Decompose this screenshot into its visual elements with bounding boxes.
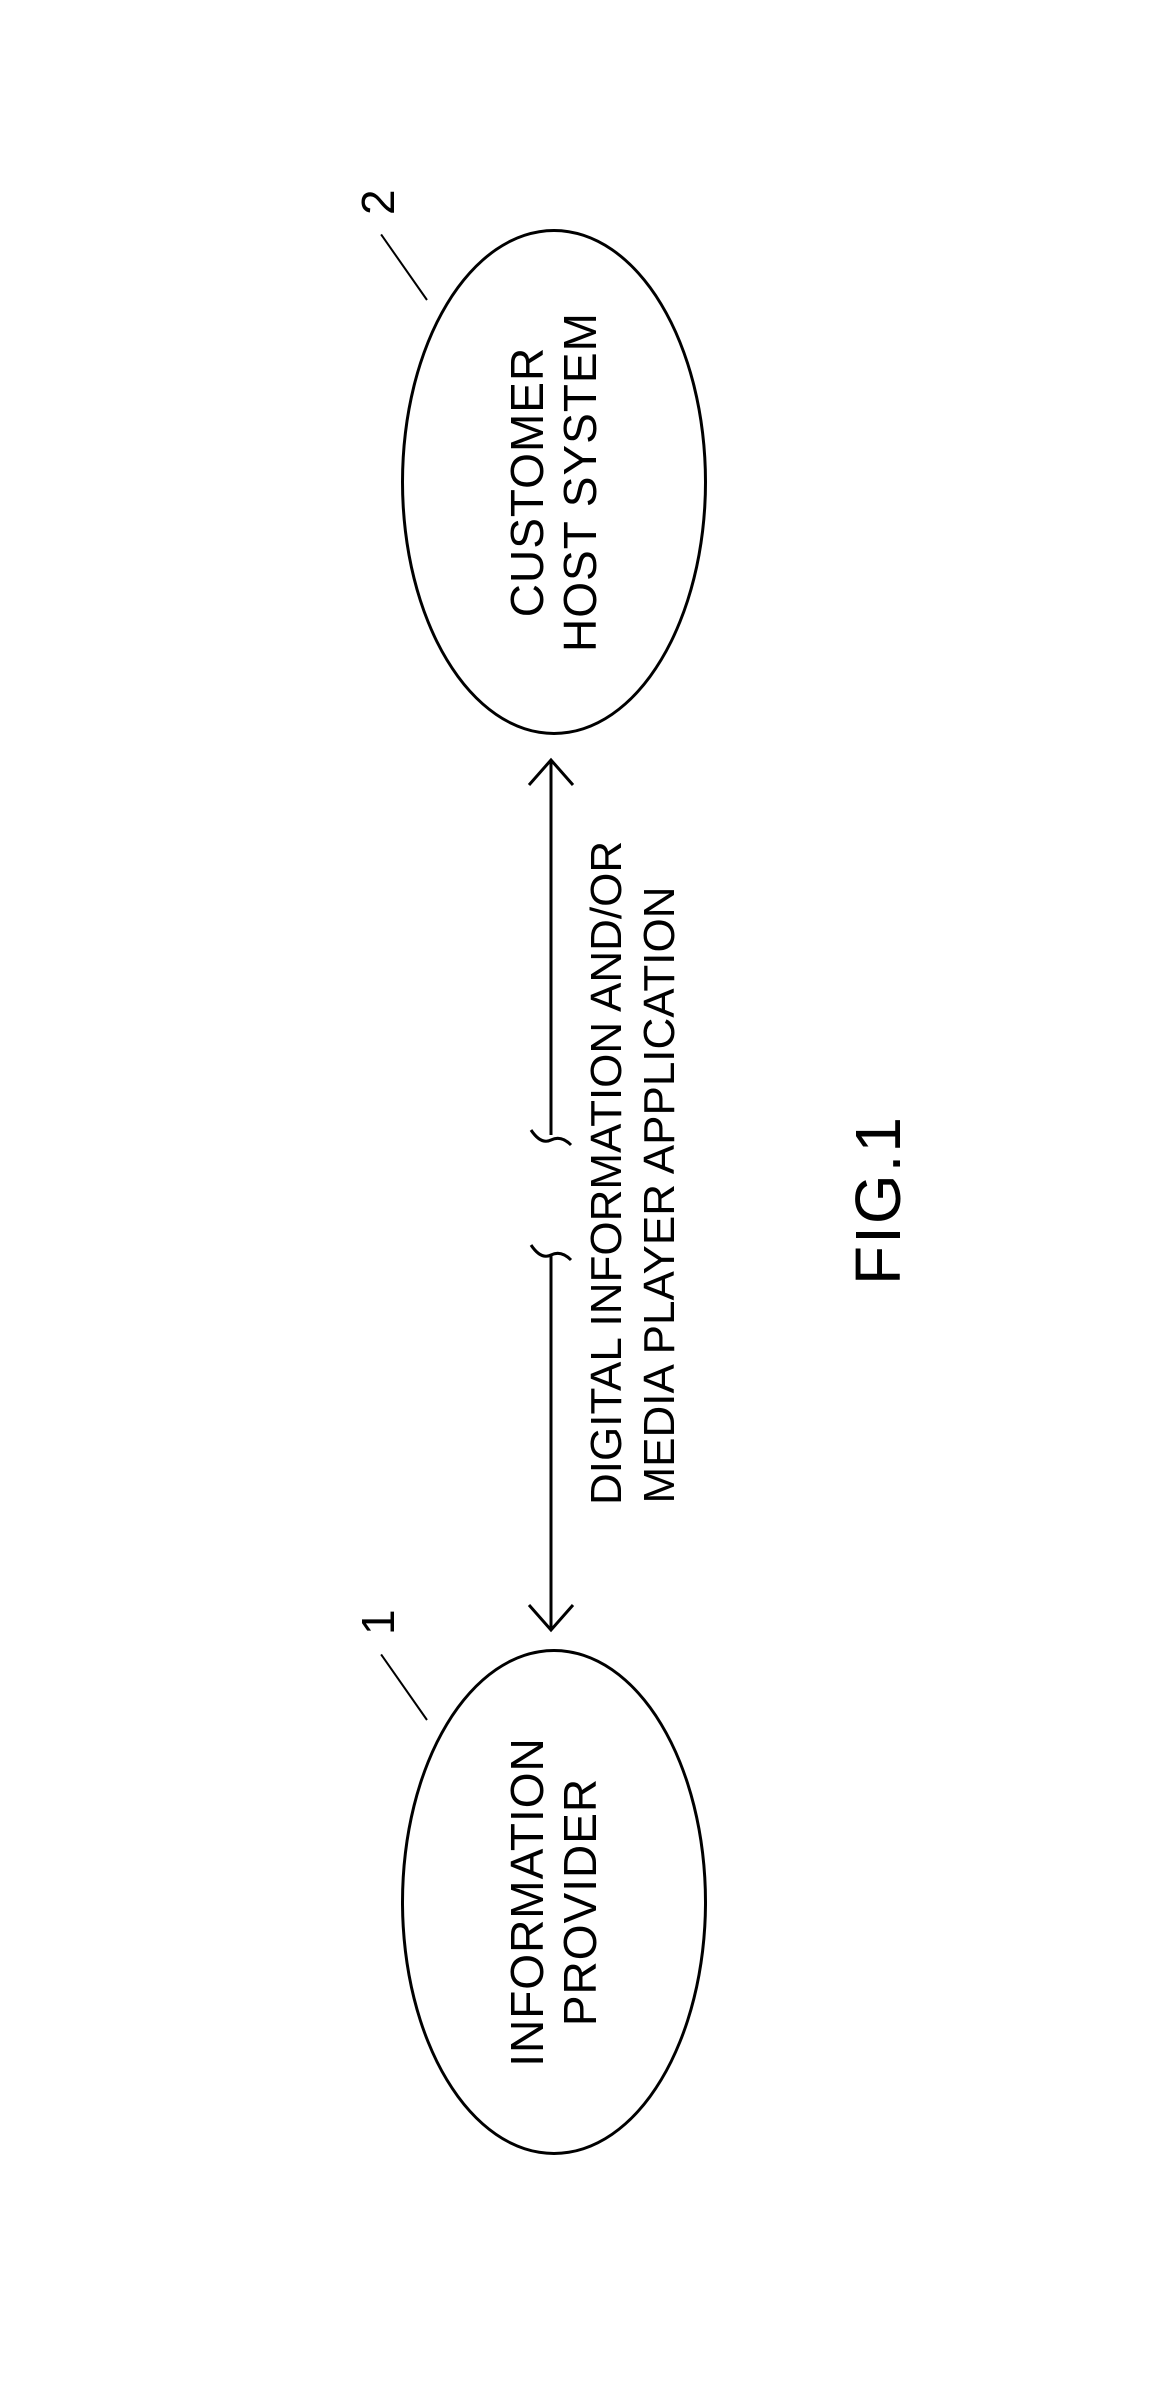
figure-rotated-group: INFORMATION PROVIDER 1 CUSTOMER HOST SYS… xyxy=(81,95,1081,2295)
arrow-label: DIGITAL INFORMATION AND/OR MEDIA PLAYER … xyxy=(581,885,687,1505)
page-canvas: INFORMATION PROVIDER 1 CUSTOMER HOST SYS… xyxy=(0,0,1162,2391)
figure-label: FIG.1 xyxy=(841,1115,915,1285)
